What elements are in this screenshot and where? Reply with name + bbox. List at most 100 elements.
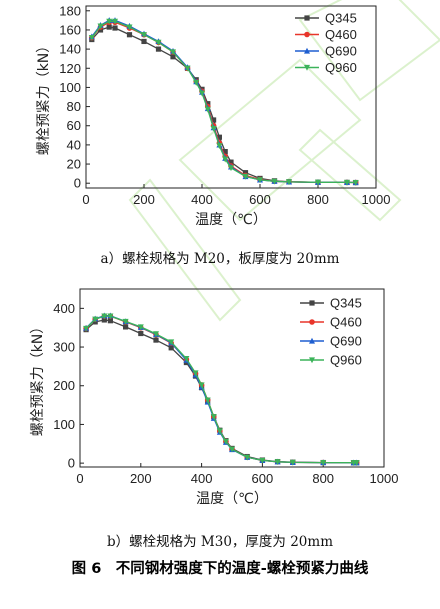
- data-point: [170, 49, 176, 56]
- y-tick-label: 160: [59, 22, 81, 37]
- data-point: [222, 156, 229, 163]
- data-point: [216, 143, 223, 150]
- data-point: [271, 178, 278, 185]
- data-point: [222, 438, 229, 445]
- plot-frame: [79, 288, 385, 468]
- series-line: [85, 315, 357, 464]
- chart-b: 0 200 400 600 800 1000 0 100 200 300 400 温度（℃） 螺栓预紧力…: [30, 288, 399, 507]
- y-tick-label: 400: [53, 301, 75, 316]
- y-tick-label: 20: [67, 157, 81, 172]
- data-point: [183, 356, 190, 362]
- x-tick-label: 800: [312, 471, 334, 486]
- data-point: [242, 173, 249, 180]
- data-point: [193, 80, 200, 86]
- data-point: [122, 318, 129, 325]
- legend-label: Q960: [330, 353, 362, 368]
- legend-label: Q460: [330, 315, 362, 330]
- x-tick-label: 0: [76, 471, 83, 486]
- x-tick-label: 400: [191, 192, 213, 207]
- legend-label: Q345: [325, 11, 357, 26]
- y-axis-label: 螺栓预紧力（kN）: [30, 320, 46, 437]
- data-point: [97, 27, 104, 33]
- legend-marker: [309, 357, 315, 364]
- data-point: [216, 428, 223, 435]
- legend-label: Q460: [325, 27, 357, 42]
- data-point: [244, 454, 251, 461]
- data-point: [123, 324, 129, 330]
- data-point: [199, 90, 205, 97]
- data-point: [204, 106, 211, 113]
- x-tick-label: 400: [191, 471, 213, 486]
- legend-marker: [304, 47, 310, 54]
- caption-b: b）螺栓规格为 M30，厚度为 20mm: [107, 534, 333, 550]
- data-point: [83, 325, 90, 332]
- data-point: [155, 39, 162, 46]
- series-line: [85, 315, 357, 464]
- y-tick-label: 0: [68, 456, 75, 471]
- series-q960: [88, 18, 359, 186]
- data-point: [97, 23, 104, 30]
- y-tick-label: 60: [67, 118, 81, 133]
- data-point: [112, 25, 118, 31]
- legend-marker: [304, 31, 310, 38]
- data-point: [88, 35, 95, 41]
- data-point: [198, 382, 205, 389]
- plot-frame: [85, 5, 377, 189]
- data-point: [168, 345, 174, 351]
- data-point: [229, 446, 235, 453]
- series-q460: [83, 313, 360, 466]
- series-q345: [89, 24, 359, 186]
- data-point: [204, 397, 211, 404]
- data-point: [353, 460, 360, 466]
- x-tick-label: 200: [130, 471, 152, 486]
- data-point: [286, 179, 292, 186]
- legend-label: Q345: [330, 296, 362, 311]
- data-point: [101, 313, 108, 320]
- data-point: [141, 32, 147, 38]
- y-tick-label: 180: [59, 3, 81, 18]
- y-tick-label: 300: [53, 340, 75, 355]
- data-point: [216, 134, 222, 140]
- data-point: [101, 317, 107, 323]
- data-point: [320, 459, 327, 466]
- data-point: [106, 18, 113, 25]
- x-axis-label: 温度（℃）: [196, 491, 268, 507]
- caption-a: a）螺栓规格为 M20，板厚度为 20mm: [101, 251, 340, 267]
- legend-label: Q960: [325, 60, 357, 75]
- data-point: [107, 313, 114, 320]
- y-tick-label: 100: [59, 80, 81, 95]
- y-axis-label: 螺栓预紧力（kN）: [36, 39, 52, 156]
- data-point: [153, 331, 159, 338]
- data-point: [257, 177, 263, 184]
- data-point: [141, 38, 147, 45]
- x-tick-label: 200: [133, 192, 155, 207]
- data-point: [107, 318, 113, 324]
- x-tick-label: 800: [307, 192, 329, 207]
- data-point: [138, 330, 144, 337]
- data-point: [137, 324, 144, 331]
- data-point: [106, 24, 112, 30]
- data-point: [228, 159, 234, 165]
- x-tick-label: 1000: [370, 471, 399, 486]
- data-point: [274, 459, 281, 465]
- figure-title: 图 6 不同钢材强度下的温度-螺栓预紧力曲线: [72, 559, 369, 577]
- legend: Q345 Q460 Q690 Q960: [300, 296, 362, 368]
- data-point: [210, 414, 217, 420]
- data-point: [155, 46, 162, 52]
- x-axis-label: 温度（℃）: [195, 212, 267, 228]
- data-point: [184, 65, 191, 72]
- data-point: [222, 149, 228, 155]
- data-point: [205, 101, 211, 107]
- y-tick-label: 200: [53, 378, 75, 393]
- series-line: [85, 315, 357, 464]
- y-tick-label: 40: [67, 137, 81, 152]
- data-point: [170, 54, 176, 60]
- legend-label: Q690: [330, 334, 362, 349]
- series-q690: [88, 17, 359, 186]
- legend-marker: [309, 337, 315, 344]
- data-point: [153, 337, 159, 343]
- legend-marker: [309, 300, 315, 306]
- y-tick-label: 140: [59, 42, 81, 57]
